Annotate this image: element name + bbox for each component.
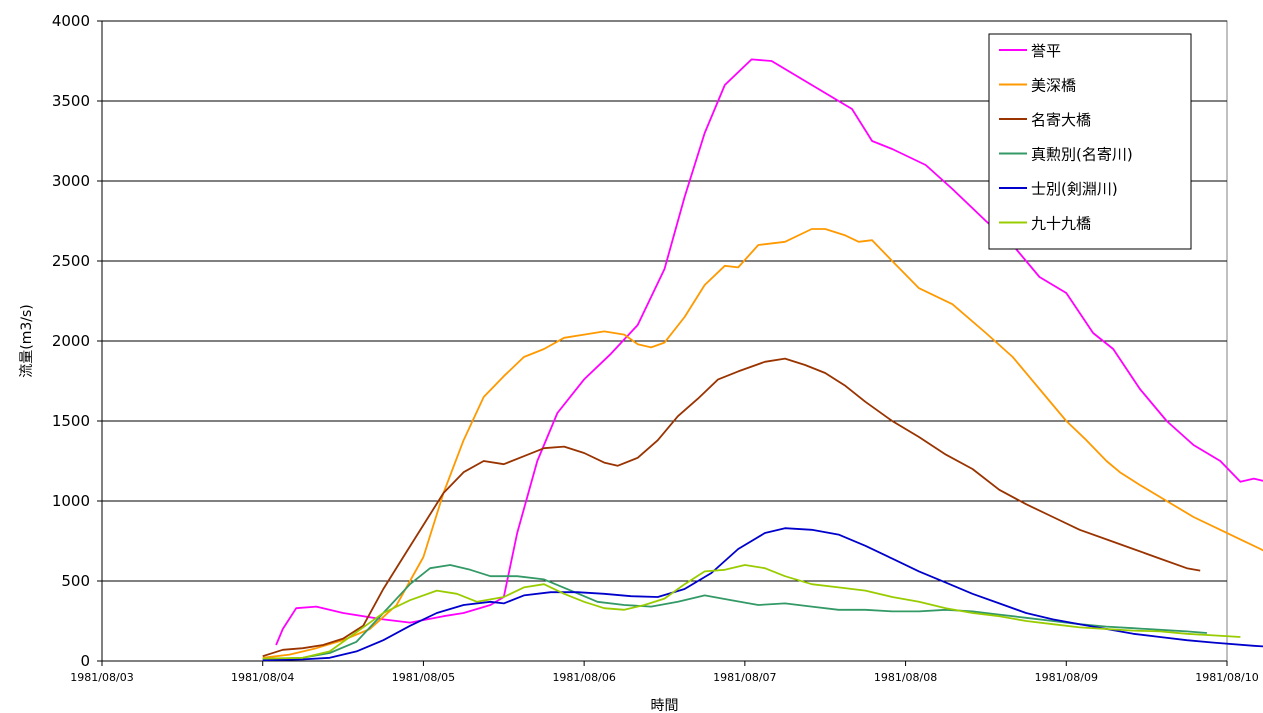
y-tick-label: 4000 <box>52 12 90 30</box>
legend-label: 誉平 <box>1031 42 1061 60</box>
y-tick-labels: 0 500 1000 1500 2000 2500 3000 3500 4000 <box>52 12 90 670</box>
x-tick-label: 1981/08/05 <box>392 671 455 684</box>
series-line-5 <box>262 527 1263 662</box>
x-axis-title: 時間 <box>651 698 679 713</box>
y-tick-label: 3000 <box>52 172 90 190</box>
legend-label: 名寄大橋 <box>1031 111 1091 129</box>
series-line-3 <box>262 357 1201 658</box>
legend-box <box>988 33 1192 250</box>
x-tick-label: 1981/08/08 <box>874 671 937 684</box>
x-tick-label: 1981/08/07 <box>713 671 776 684</box>
x-tick-label: 1981/08/06 <box>552 671 615 684</box>
x-tick-labels: 1981/08/03 1981/08/04 1981/08/05 1981/08/06… <box>70 661 1259 684</box>
legend-label: 真勲別(名寄川) <box>1031 146 1133 164</box>
y-tick-label: 2500 <box>52 252 90 270</box>
y-axis-title: 流量(m3/s) <box>19 304 35 377</box>
legend-label: 美深橋 <box>1031 77 1076 95</box>
series-line-4 <box>262 564 1207 661</box>
y-tick-label: 0 <box>80 652 90 670</box>
legend-label: 士別(剣淵川) <box>1031 180 1118 198</box>
legend-label: 九十九橋 <box>1031 215 1091 233</box>
y-tick-label: 1000 <box>52 492 90 510</box>
series-line-6 <box>262 564 1241 660</box>
series-line-2 <box>262 228 1263 659</box>
y-tick-label: 3500 <box>52 92 90 110</box>
x-tick-label: 1981/08/04 <box>231 671 294 684</box>
y-tick-label: 2000 <box>52 332 90 350</box>
series-line-1 <box>275 58 1263 646</box>
y-tick-label: 500 <box>61 572 90 590</box>
x-tick-label: 1981/08/09 <box>1035 671 1098 684</box>
y-tick-label: 1500 <box>52 412 90 430</box>
x-tick-label: 1981/08/03 <box>70 671 133 684</box>
series-lines <box>262 58 1263 662</box>
x-tick-label: 1981/08/10 <box>1195 671 1258 684</box>
